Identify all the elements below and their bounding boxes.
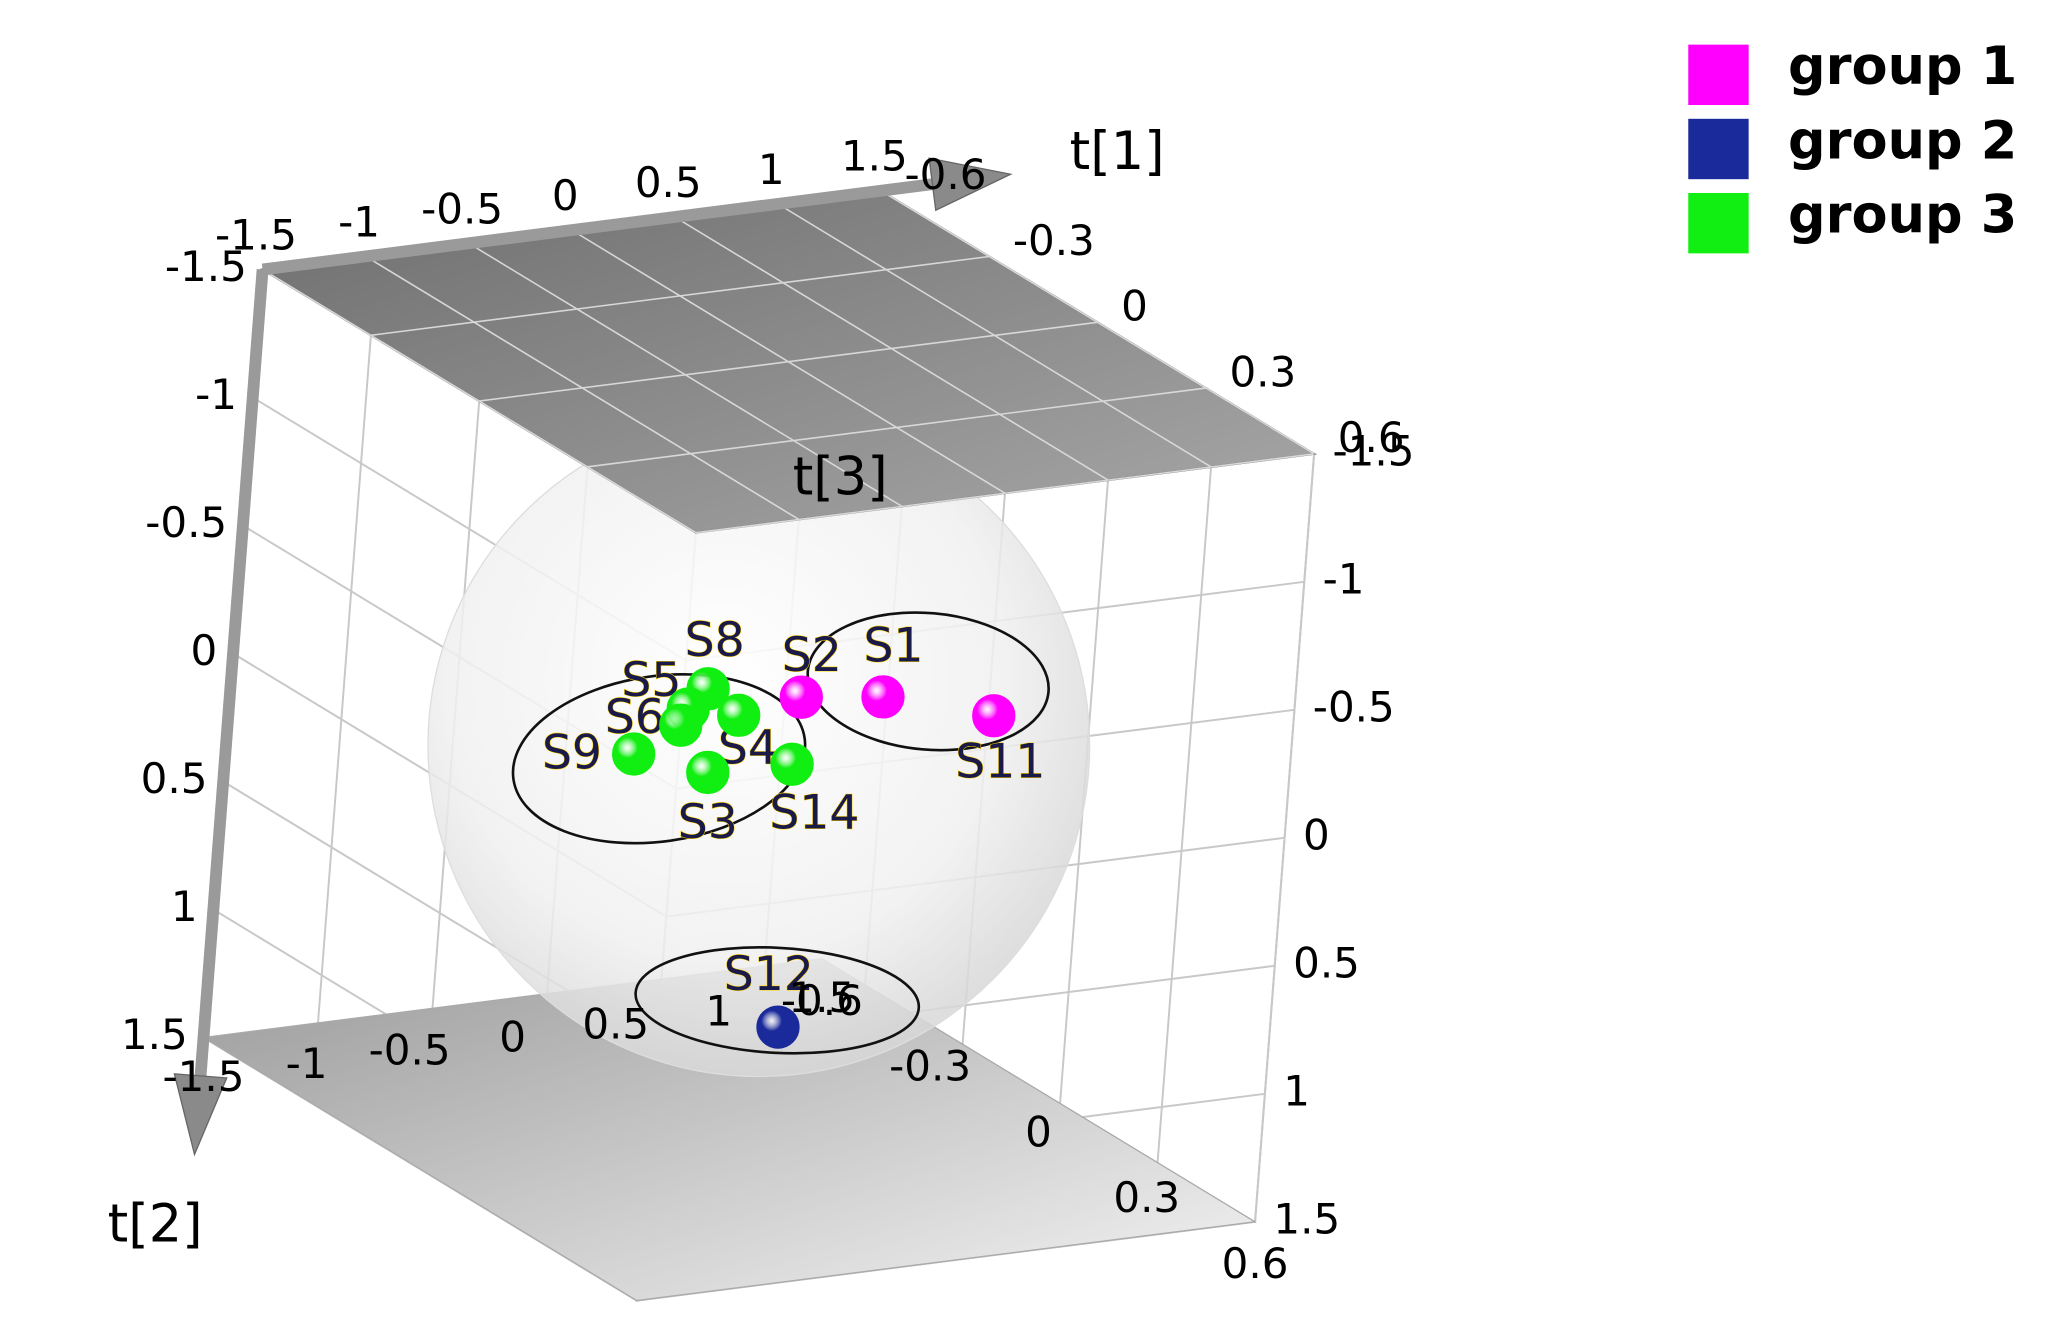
y-tick-label: 0.5 (1293, 938, 1360, 987)
grid-line (310, 335, 372, 1104)
y-tick-label: -1 (195, 370, 237, 419)
y-axis-arrow (194, 269, 269, 1077)
y-axis-arrow-head (173, 1073, 228, 1157)
grid-line (370, 255, 990, 337)
legend-swatch (1688, 118, 1749, 180)
x-tick-label: 1 (705, 986, 732, 1035)
x-tick-label: -1 (286, 1039, 328, 1088)
z-tick-label: 0.3 (1113, 1173, 1180, 1222)
z-tick-label: 0.6 (1338, 413, 1405, 462)
y-tick-label: -0.5 (1313, 682, 1395, 731)
data-point (770, 742, 814, 786)
x-tick-label: 0 (499, 1013, 526, 1062)
data-point (612, 732, 656, 776)
y-tick-label: 0 (1303, 810, 1330, 859)
point-label: S8 (685, 613, 745, 668)
legend-swatch (1688, 192, 1749, 254)
y-tick-label: -0.5 (145, 498, 227, 547)
point-label: S1 (863, 618, 923, 673)
z-tick-label: 0 (1025, 1107, 1052, 1156)
group-ellipse (634, 946, 921, 1055)
x-tick-label: 1.5 (788, 973, 855, 1022)
y-tick-label: 1 (171, 882, 198, 931)
z-tick-label: -0.3 (889, 1042, 971, 1091)
x-tick-label: -1.5 (163, 1052, 245, 1101)
z-axis-label: t[3] (793, 447, 888, 508)
z-tick-label: 0.3 (1229, 347, 1296, 396)
x-axis-arrow-head (928, 157, 1013, 212)
point-label: S6 (605, 690, 665, 745)
y-tick-label: 1.5 (1273, 1194, 1340, 1243)
grid-line (695, 453, 1315, 534)
point-label: S2 (782, 628, 842, 683)
y-tick-label: 0.5 (141, 754, 208, 803)
z-tick-label: -0.3 (1013, 216, 1095, 265)
z-tick-label: 0 (1121, 282, 1148, 331)
data-point (756, 1005, 800, 1049)
data-point (861, 675, 905, 719)
group-ellipse (511, 673, 807, 845)
x-tick-label: 1 (758, 145, 785, 194)
x-tick-label: 0.5 (582, 999, 649, 1048)
z-tick-label: -0.6 (781, 976, 863, 1025)
point-label: S3 (678, 795, 738, 850)
x-tick-label: -0.5 (421, 184, 503, 233)
x-tick-label: 0 (552, 171, 579, 220)
group-ellipse (806, 611, 1050, 752)
x-tick-label: -0.5 (369, 1026, 451, 1075)
z-tick-label: 0.6 (1222, 1239, 1289, 1288)
x-axis-label: t[1] (1070, 121, 1165, 182)
data-point (686, 750, 730, 795)
x-tick-label: -1 (338, 197, 380, 246)
back-layer (201, 189, 1318, 1303)
legend-swatch (1688, 44, 1749, 106)
point-label: S14 (769, 785, 859, 840)
data-point (779, 675, 823, 719)
data-point (717, 693, 761, 737)
data-point (972, 694, 1016, 738)
x-tick-label: 1.5 (841, 132, 908, 181)
point-label: S11 (955, 734, 1045, 789)
y-axis-label: t[2] (108, 1193, 203, 1254)
y-tick-label: -1.5 (1333, 426, 1415, 475)
point-label: S9 (542, 725, 602, 780)
point-label: S12 (724, 947, 814, 1002)
legend-label: group 1 (1788, 36, 2017, 97)
grid-line (587, 387, 1206, 468)
x-tick-label: 0.5 (635, 158, 702, 207)
x-tick-label: -1.5 (215, 211, 297, 260)
x-axis-arrow (261, 178, 934, 276)
legend-label: group 2 (1788, 110, 2017, 171)
y-tick-label: 1 (1283, 1066, 1310, 1115)
grid-line (479, 321, 1098, 402)
z-tick-label: -0.6 (905, 150, 987, 199)
legend-label: group 3 (1788, 185, 2017, 246)
y-tick-label: 0 (191, 626, 218, 675)
y-tick-label: -1.5 (165, 242, 247, 291)
data-point (659, 703, 703, 747)
y-tick-label: 1.5 (121, 1010, 188, 1059)
y-tick-label: -1 (1323, 554, 1365, 603)
